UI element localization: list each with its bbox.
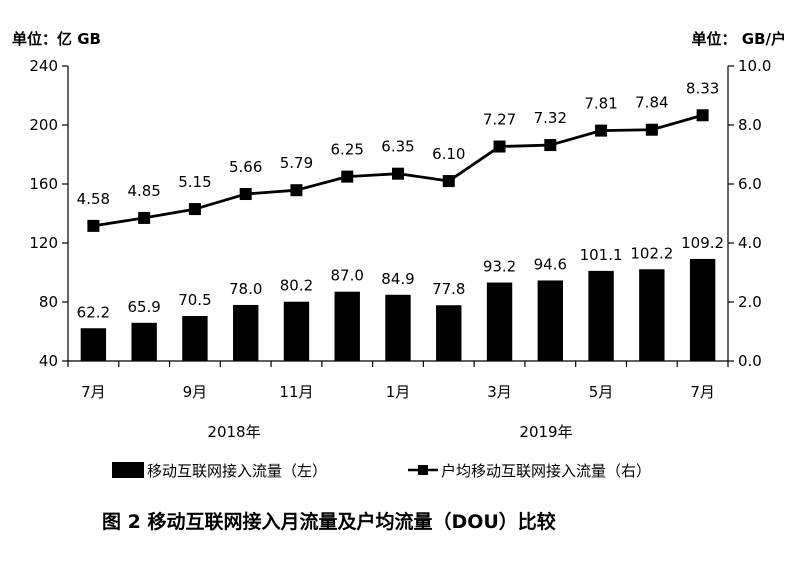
line-value-label: 7.84 <box>635 94 668 112</box>
right-tick-label: 6.0 <box>738 175 762 193</box>
line-point <box>645 123 658 136</box>
bar-value-label: 78.0 <box>229 280 262 298</box>
line-point <box>544 139 557 152</box>
bar <box>233 304 259 361</box>
line-point <box>87 219 100 232</box>
x-tick-label: 1月 <box>386 383 411 401</box>
bar <box>639 269 665 361</box>
right-tick-label: 8.0 <box>738 116 762 134</box>
right-tick-label: 2.0 <box>738 293 762 311</box>
bar <box>334 291 360 361</box>
left-tick-label: 120 <box>29 234 58 252</box>
bar <box>283 301 310 361</box>
line-value-label: 6.25 <box>331 141 364 159</box>
bar <box>182 316 208 361</box>
left-tick-label: 200 <box>29 116 58 134</box>
line-value-label: 5.79 <box>280 154 313 172</box>
bar-value-label: 65.9 <box>127 298 160 316</box>
line-point <box>290 184 303 197</box>
line-point <box>442 175 455 188</box>
x-tick-label: 3月 <box>487 383 512 401</box>
line-point <box>188 203 201 216</box>
left-tick-label: 80 <box>39 293 58 311</box>
figure-caption: 图 2 移动互联网接入月流量及户均流量（DOU）比较 <box>102 510 556 533</box>
plot-area: 40 80 120 160 200 240 0.0 2.0 4.0 6.0 8.0 10.0 7月 9月 1… <box>29 57 771 401</box>
legend-bar-label: 移动互联网接入流量（左） <box>147 462 327 480</box>
bar <box>385 294 411 361</box>
line-value-label: 7.81 <box>584 95 617 113</box>
bar-value-label: 94.6 <box>534 255 567 273</box>
bar <box>131 322 157 361</box>
line-value-label: 6.10 <box>432 145 465 163</box>
line-value-label: 6.35 <box>381 138 414 156</box>
line-value-label: 7.27 <box>483 111 516 129</box>
year-label-2018: 2018年 <box>207 423 260 441</box>
bar <box>486 282 513 361</box>
x-tick-label: 7月 <box>690 383 715 401</box>
legend: 移动互联网接入流量（左） 户均移动互联网接入流量（右） <box>112 462 651 480</box>
right-tick-label: 4.0 <box>738 234 762 252</box>
bar-value-label: 87.0 <box>331 267 364 285</box>
x-tick-label: 7月 <box>81 383 106 401</box>
line-point <box>696 109 709 122</box>
bar-value-label: 101.1 <box>580 246 623 264</box>
bar-value-label: 77.8 <box>432 280 465 298</box>
legend-line-marker <box>418 465 428 475</box>
bar <box>689 258 716 361</box>
right-tick-label: 10.0 <box>738 57 771 75</box>
bar <box>80 328 107 361</box>
line-point <box>341 170 354 183</box>
bar-value-label: 84.9 <box>381 270 414 288</box>
bar-value-label: 80.2 <box>280 277 313 295</box>
left-tick-label: 240 <box>29 57 58 75</box>
line-value-label: 7.32 <box>534 109 567 127</box>
x-tick-label: 5月 <box>589 383 614 401</box>
bar-value-label: 70.5 <box>178 291 211 309</box>
line-value-label: 4.85 <box>127 182 160 200</box>
line-value-label: 4.58 <box>77 190 110 208</box>
line-point <box>239 188 252 201</box>
bar-value-label: 93.2 <box>483 258 516 276</box>
bar-value-label: 109.2 <box>681 234 724 252</box>
bar-value-label: 62.2 <box>77 303 110 321</box>
bar <box>588 270 614 361</box>
bar-value-label: 102.2 <box>630 244 673 262</box>
x-tick-label: 11月 <box>279 383 313 401</box>
line-point <box>595 124 608 137</box>
bar <box>436 305 462 361</box>
line-value-label: 5.66 <box>229 158 262 176</box>
legend-bar-swatch <box>112 462 144 478</box>
left-tick-label: 40 <box>39 352 58 370</box>
left-tick-label: 160 <box>29 175 58 193</box>
year-label-2019: 2019年 <box>519 423 572 441</box>
right-tick-label: 0.0 <box>738 352 762 370</box>
line-point <box>138 211 151 224</box>
bar <box>537 280 563 361</box>
left-axis-unit: 单位：亿 GB <box>12 30 101 48</box>
right-axis-unit: 单位： GB/户 <box>692 30 786 48</box>
line-value-label: 5.15 <box>178 173 211 191</box>
line-point <box>392 167 404 180</box>
x-tick-label: 9月 <box>183 383 208 401</box>
line-point <box>493 140 506 153</box>
line-value-label: 8.33 <box>686 79 719 97</box>
legend-line-label: 户均移动互联网接入流量（右） <box>441 462 651 480</box>
